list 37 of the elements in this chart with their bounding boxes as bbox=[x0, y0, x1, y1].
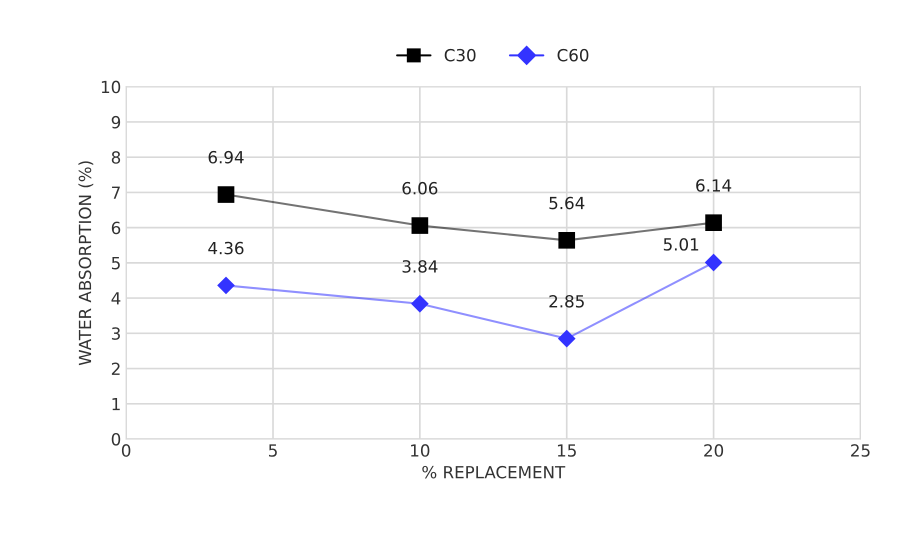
y-tick-label: 6 bbox=[112, 222, 120, 234]
y-tick-label: 9 bbox=[112, 116, 120, 129]
point bbox=[558, 330, 576, 348]
x-tick-label: 5 bbox=[268, 444, 277, 457]
y-tick-label: 3 bbox=[112, 327, 120, 340]
y-tick-label: 7 bbox=[112, 186, 120, 199]
x-axis-title: % REPLACEMENT bbox=[422, 466, 566, 478]
y-axis-title: WATER ABSORPTION (%) bbox=[78, 161, 94, 366]
legend-label: C60 bbox=[558, 48, 588, 62]
legend-label: C30 bbox=[444, 48, 476, 62]
y-tick-label: 8 bbox=[112, 151, 120, 164]
point bbox=[558, 232, 576, 249]
x-tick-label: 25 bbox=[851, 444, 870, 457]
y-tick-label: 2 bbox=[112, 362, 120, 375]
y-tick-label: 0 bbox=[112, 432, 120, 446]
y-tick-label: 4 bbox=[111, 292, 120, 304]
point bbox=[705, 254, 722, 272]
x-tick-label: 15 bbox=[558, 444, 576, 457]
y-tick-label: 1 bbox=[112, 398, 120, 410]
data-label: 4.36 bbox=[208, 242, 244, 254]
x-tick-label: 20 bbox=[704, 444, 724, 457]
point bbox=[218, 186, 234, 203]
x-tick-label: 10 bbox=[411, 444, 430, 457]
data-label: 5.64 bbox=[549, 196, 584, 210]
y-tick-label: 10 bbox=[102, 80, 120, 94]
data-label: 6.14 bbox=[696, 179, 732, 192]
data-label: 2.85 bbox=[549, 295, 584, 308]
point bbox=[411, 295, 428, 312]
point bbox=[705, 214, 722, 232]
point bbox=[412, 217, 428, 234]
point bbox=[217, 276, 235, 294]
data-label: 6.06 bbox=[402, 182, 438, 195]
x-tick-label: 0 bbox=[122, 444, 130, 457]
y-tick-label: 5 bbox=[112, 257, 120, 270]
data-label: 3.84 bbox=[402, 260, 438, 273]
data-label: 5.01 bbox=[664, 238, 698, 251]
data-label: 6.94 bbox=[208, 150, 244, 164]
